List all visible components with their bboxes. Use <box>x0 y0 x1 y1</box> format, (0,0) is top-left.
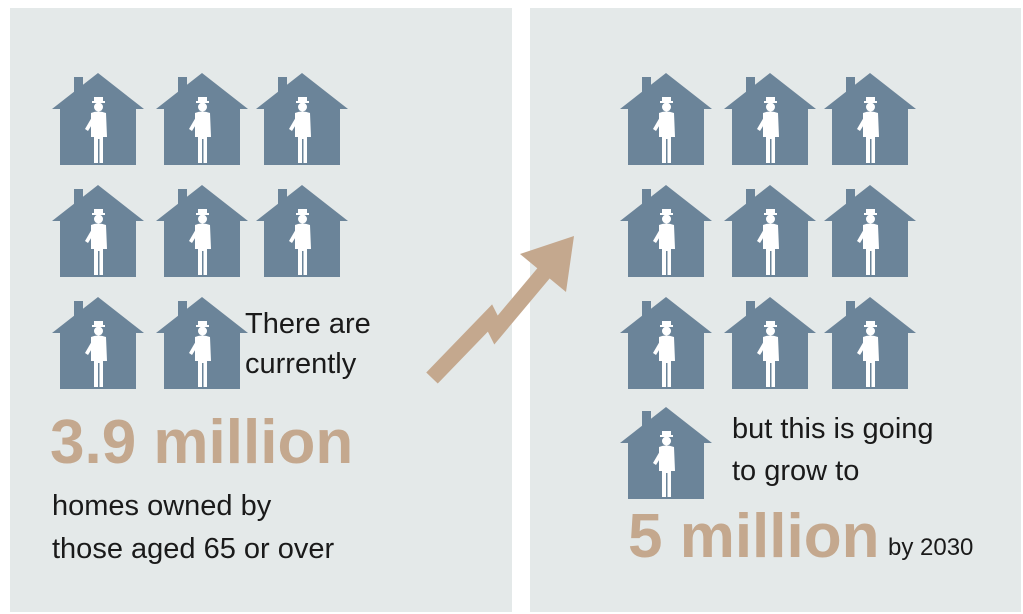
left-intro: There are <box>245 308 371 340</box>
right-intro: to grow to <box>732 455 859 487</box>
growth-arrow <box>426 236 574 384</box>
left-figure: 3.9 million <box>50 408 353 477</box>
left-caption: those aged 65 or over <box>52 533 334 565</box>
right-suffix: by 2030 <box>888 534 973 561</box>
right-figure: 5 million <box>628 502 879 571</box>
right-intro: but this is going <box>732 413 934 445</box>
left-intro: currently <box>245 348 357 380</box>
left-caption: homes owned by <box>52 490 272 522</box>
